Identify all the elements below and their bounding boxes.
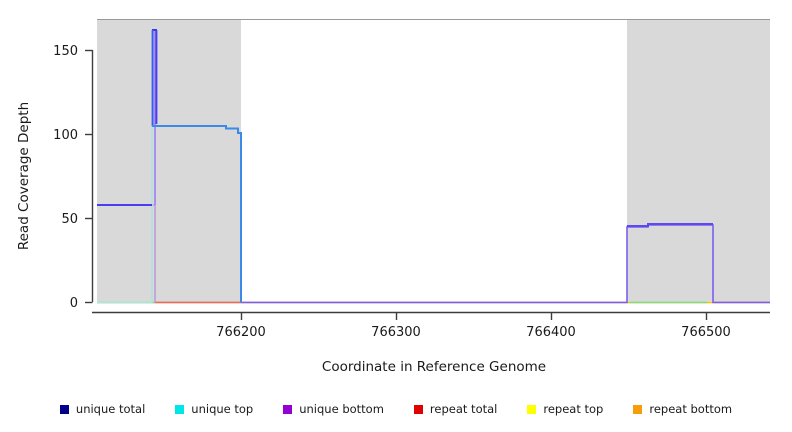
x-axis-title: Coordinate in Reference Genome (322, 359, 546, 375)
x-tick-label-766500: 766500 (681, 325, 731, 340)
repeat-region-left-shade (97, 19, 241, 302)
legend-swatch-repeat-top (527, 404, 537, 414)
legend-label-repeat-total: repeat total (429, 402, 498, 416)
legend-swatch-repeat-total (413, 404, 423, 414)
y-tick-label-150: 150 (53, 44, 78, 59)
legend-item-repeat-total: repeat total (413, 402, 498, 416)
y-tick-label-0: 0 (70, 296, 78, 311)
legend-item-unique-bottom: unique bottom (283, 402, 384, 416)
legend-item-repeat-top: repeat top (527, 402, 603, 416)
y-tick-label-100: 100 (53, 128, 78, 143)
legend-swatch-repeat-bottom (633, 404, 643, 414)
shaded-regions (97, 19, 770, 302)
legend-swatch-unique-bottom (283, 404, 293, 414)
series-group (97, 29, 770, 304)
chart-legend: unique total unique top unique bottom re… (0, 398, 792, 420)
series-unique-total-right-block (627, 223, 713, 227)
legend-label-unique-total: unique total (75, 402, 146, 416)
legend-label-repeat-top: repeat top (543, 402, 604, 416)
repeat-region-right-shade (627, 19, 770, 302)
x-tick-label-766400: 766400 (526, 325, 576, 340)
y-axis-title: Read Coverage Depth (16, 102, 32, 250)
series-unique-top (97, 126, 153, 304)
legend-item-unique-top: unique top (175, 402, 253, 416)
legend-swatch-unique-total (59, 404, 69, 414)
y-tick-label-50: 50 (61, 212, 78, 227)
y-axis-ticks (85, 49, 93, 304)
legend-item-unique-total: unique total (59, 402, 146, 416)
x-tick-label-766300: 766300 (371, 325, 421, 340)
x-tick-label-766200: 766200 (216, 325, 266, 340)
legend-label-unique-top: unique top (191, 402, 254, 416)
legend-label-unique-bottom: unique bottom (299, 402, 384, 416)
legend-swatch-unique-top (175, 404, 185, 414)
legend-item-repeat-bottom: repeat bottom (633, 402, 732, 416)
x-axis-ticks (240, 312, 708, 320)
legend-label-repeat-bottom: repeat bottom (649, 402, 733, 416)
series-unique-total-plateau (152, 125, 242, 303)
